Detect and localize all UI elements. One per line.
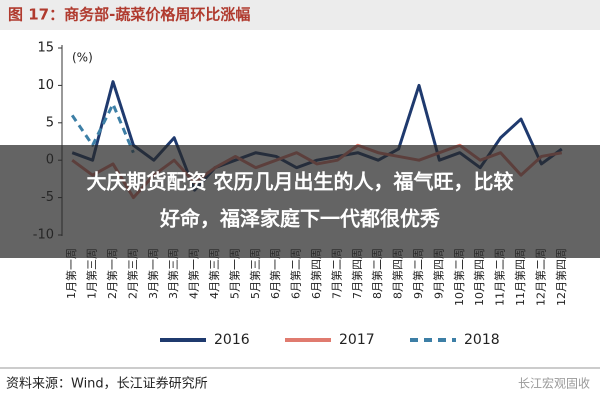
x-tick-label: 10月第四周 <box>472 248 486 306</box>
x-tick-label: 6月第四周 <box>309 248 323 299</box>
x-tick-label: 8月第二周 <box>370 248 384 299</box>
x-tick-label: 11月第四周 <box>513 248 527 306</box>
x-tick-label: 12月第二周 <box>533 248 547 306</box>
x-tick-label: 5月第三周 <box>248 248 262 299</box>
x-tick-label: 8月第四周 <box>391 248 405 299</box>
chart-title: 图 17：商务部-蔬菜价格周环比涨幅 <box>8 6 250 24</box>
overlay-text: 大庆期货配资 农历几月出生的人，福气旺，比较 <box>87 170 514 194</box>
x-tick-label: 5月第一周 <box>227 248 241 299</box>
source: 资料来源：Wind，长江证券研究所 <box>6 376 208 392</box>
x-tick-label: 6月第二周 <box>289 248 303 299</box>
x-tick-label: 4月第三周 <box>207 248 221 299</box>
line-series <box>70 102 135 154</box>
x-tick-label: 2月第三周 <box>125 248 139 299</box>
x-tick-label: 4月第一周 <box>187 248 201 299</box>
legend-label: 2016 <box>214 332 250 348</box>
x-tick-label: 9月第四周 <box>431 248 445 299</box>
title-band <box>0 0 600 30</box>
overlay-band <box>0 145 600 258</box>
watermark: 长江宏观固收 <box>518 376 590 391</box>
x-tick-label: 1月第三周 <box>85 248 99 299</box>
x-tick-label: 6月第一周 <box>268 248 282 299</box>
y-tick-label: 5 <box>46 115 54 130</box>
x-tick-label: 7月第四周 <box>350 248 364 299</box>
x-tick-label: 3月第三周 <box>166 248 180 299</box>
x-tick-label: 1月第一周 <box>64 248 78 299</box>
x-tick-label: 2月第一周 <box>105 248 119 299</box>
x-tick-label: 3月第一周 <box>146 248 160 299</box>
legend-label: 2017 <box>339 332 375 348</box>
x-tick-label: 7月第二周 <box>329 248 343 299</box>
y-unit: (%) <box>72 51 93 65</box>
x-tick-label: 9月第二周 <box>411 248 425 299</box>
x-tick-label: 10月第二周 <box>452 248 466 306</box>
x-tick-label: 12月第四周 <box>554 248 568 306</box>
y-tick-label: 10 <box>37 78 54 93</box>
legend-label: 2018 <box>464 332 500 348</box>
x-tick-label: 11月第二周 <box>493 248 507 306</box>
overlay-text: 好命，福泽家庭下一代都很优秀 <box>159 207 440 231</box>
y-tick-label: 15 <box>37 41 54 56</box>
